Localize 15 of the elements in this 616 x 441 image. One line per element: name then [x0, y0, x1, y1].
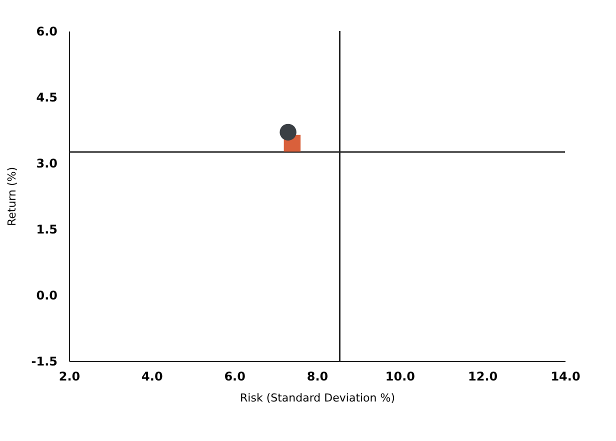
y-tick-label: 6.0	[36, 24, 58, 38]
x-tick-label: 10.0	[385, 370, 415, 384]
y-axis-title: Return (%)	[5, 166, 18, 226]
y-tick-label: 4.5	[36, 90, 58, 104]
y-tick-label: 0.0	[36, 288, 58, 302]
x-tick-label: 12.0	[468, 370, 498, 384]
x-tick-label: 14.0	[550, 370, 580, 384]
y-tick-label: -1.5	[31, 354, 58, 368]
y-tick-label: 3.0	[36, 156, 58, 170]
x-tick-label: 6.0	[224, 370, 246, 384]
x-tick-label: 2.0	[58, 370, 80, 384]
x-tick-label: 8.0	[306, 370, 328, 384]
x-tick-label: 4.0	[142, 370, 163, 384]
y-tick-label: 1.5	[36, 222, 58, 236]
x-axis-title: Risk (Standard Deviation %)	[240, 392, 395, 404]
